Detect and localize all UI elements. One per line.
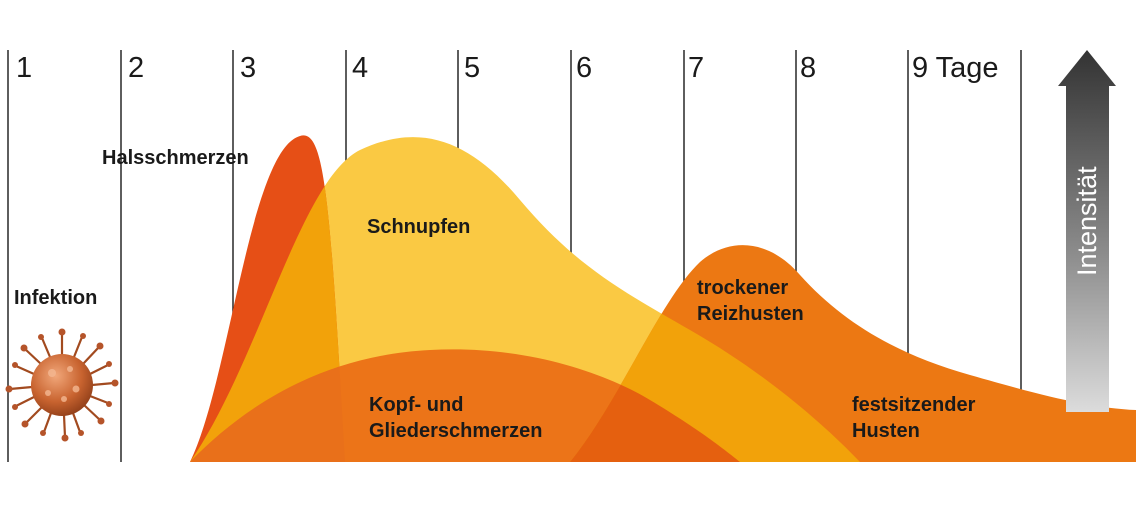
label-husten: Husten [852, 420, 920, 442]
label-trockener: trockener [697, 277, 788, 299]
day-label-1: 1 [16, 52, 32, 84]
label-festsitzender: festsitzender [852, 394, 976, 416]
day-label-4: 4 [352, 52, 368, 84]
label-kopf-und: Kopf- und [369, 394, 463, 416]
intensity-arrow: Intensität [1058, 50, 1116, 412]
day-labels: 1 2 3 4 5 6 7 8 9 Tage [16, 52, 999, 84]
day-label-3: 3 [240, 52, 256, 84]
label-infektion: Infektion [14, 287, 97, 309]
day-label-7: 7 [688, 52, 704, 84]
virus-icon [5, 328, 119, 442]
label-gliederschmerzen: Gliederschmerzen [369, 420, 542, 442]
curve-labels: Infektion Halsschmerzen Schnupfen trocke… [14, 147, 976, 442]
label-halsschmerzen: Halsschmerzen [102, 147, 249, 169]
day-label-9-tage: 9 Tage [912, 52, 999, 84]
day-label-2: 2 [128, 52, 144, 84]
day-label-5: 5 [464, 52, 480, 84]
intensity-label: Intensität [1072, 166, 1102, 276]
day-label-6: 6 [576, 52, 592, 84]
symptom-areas [190, 135, 1136, 462]
label-reizhusten: Reizhusten [697, 303, 804, 325]
label-schnupfen: Schnupfen [367, 216, 470, 238]
intensity-arrow-shape [1058, 50, 1116, 412]
day-label-8: 8 [800, 52, 816, 84]
overlap-hals-kopf [190, 349, 345, 462]
